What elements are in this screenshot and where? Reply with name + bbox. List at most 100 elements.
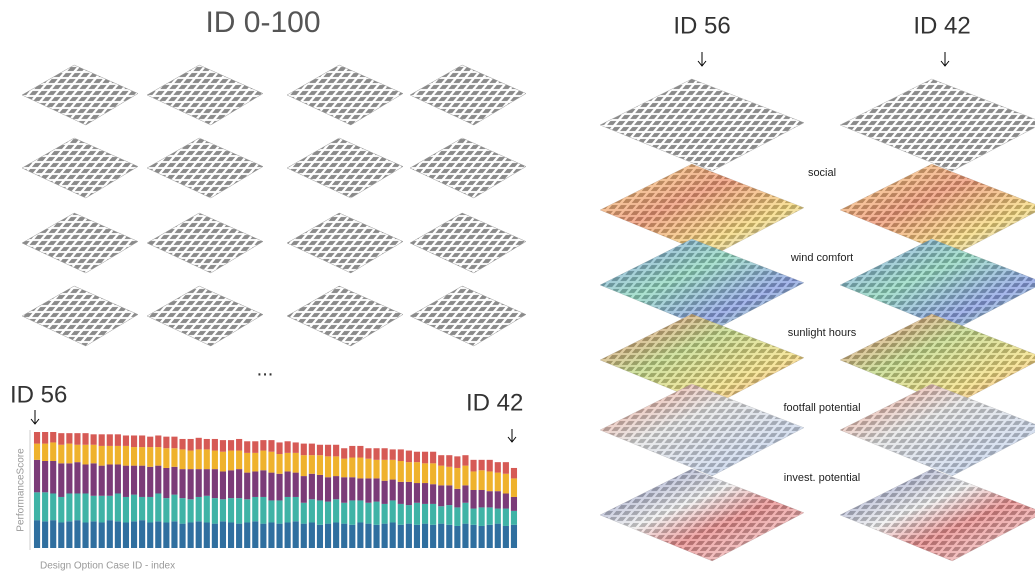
bar-segment xyxy=(123,466,129,497)
bar-segment xyxy=(131,466,137,495)
bar-segment xyxy=(228,498,234,522)
bar-segment xyxy=(131,435,137,447)
bar-segment xyxy=(91,496,97,522)
bar-segment xyxy=(454,489,460,508)
bar-segment xyxy=(293,453,299,473)
bar-segment xyxy=(341,503,347,524)
bar-segment xyxy=(99,446,105,466)
map-thumbnail xyxy=(287,138,403,198)
bar-segment xyxy=(74,493,80,520)
ellipsis: ... xyxy=(257,358,274,380)
bar-segment xyxy=(74,433,80,445)
bar-segment xyxy=(107,434,113,446)
bar-segment xyxy=(276,524,282,548)
bar-segment xyxy=(293,497,299,521)
layer-label: social xyxy=(808,167,836,179)
bar-segment xyxy=(414,503,420,525)
bar-segment xyxy=(430,484,436,504)
bar-segment xyxy=(212,439,218,451)
map-buildings xyxy=(600,79,804,171)
bar-segment xyxy=(454,456,460,468)
bar-segment xyxy=(422,524,428,548)
bar-segment xyxy=(454,507,460,526)
bar-segment xyxy=(252,521,258,548)
bar-segment xyxy=(58,497,64,523)
bar-segment xyxy=(357,446,363,458)
x-axis-label: Design Option Case ID - index xyxy=(40,561,175,572)
map-thumbnail xyxy=(410,286,526,346)
bar-segment xyxy=(325,524,331,548)
bar-segment xyxy=(139,447,145,466)
bar-segment xyxy=(317,445,323,455)
map-thumbnail xyxy=(147,138,263,198)
bar-segment xyxy=(188,522,194,548)
bar-segment xyxy=(495,509,501,524)
map-heading: ID 56 xyxy=(673,12,730,39)
bar-segment xyxy=(438,455,444,465)
bar-segment xyxy=(301,503,307,524)
bar-segment xyxy=(462,455,468,465)
map-buildings xyxy=(840,79,1035,171)
bar-segment xyxy=(438,485,444,506)
bar-segment xyxy=(50,493,56,520)
bar-segment xyxy=(66,433,72,443)
bar-segment xyxy=(309,444,315,456)
bar-segment xyxy=(42,521,48,548)
bar-segment xyxy=(333,476,339,499)
bar-segment xyxy=(317,500,323,524)
bar-segment xyxy=(268,440,274,452)
bar-segment xyxy=(155,435,161,447)
y-axis-label: PerformanceScore xyxy=(16,448,27,532)
marker-label: ID 42 xyxy=(466,389,523,416)
bar-segment xyxy=(446,455,452,467)
bar-segment xyxy=(390,449,396,459)
bar-segment xyxy=(115,521,121,548)
bar-segment xyxy=(276,474,282,501)
bar-segment xyxy=(74,520,80,548)
bar-segment xyxy=(204,522,210,548)
bar-segment xyxy=(244,473,250,500)
bar-segment xyxy=(414,462,420,483)
bar-segment xyxy=(155,466,161,494)
bar-segment xyxy=(147,522,153,548)
bar-segment xyxy=(220,471,226,499)
bar-segment xyxy=(470,509,476,525)
bar-segment xyxy=(285,471,291,497)
bar-segment xyxy=(244,499,250,522)
layer-label: footfall potential xyxy=(783,402,860,414)
bar-segment xyxy=(357,458,363,479)
bar-segment xyxy=(34,520,40,548)
bar-segment xyxy=(58,522,64,548)
bar-segment xyxy=(139,466,145,497)
layer-label: wind comfort xyxy=(790,252,853,264)
bar-segment xyxy=(42,461,48,492)
map-thumbnail xyxy=(287,213,403,273)
bar-segment xyxy=(503,493,509,508)
bar-segment xyxy=(123,446,129,466)
bar-segment xyxy=(333,445,339,457)
bar-segment xyxy=(390,460,396,480)
bar-segment xyxy=(163,437,169,449)
bar-segment xyxy=(446,505,452,525)
bar-segment xyxy=(107,446,113,465)
bar-segment xyxy=(188,439,194,451)
bar-segment xyxy=(373,502,379,525)
bar-segment xyxy=(503,474,509,494)
bar-segment xyxy=(446,485,452,505)
bar-segment xyxy=(301,524,307,548)
bar-segment xyxy=(495,462,501,472)
bar-segment xyxy=(333,456,339,476)
bar-segment xyxy=(99,522,105,548)
bar-segment xyxy=(462,503,468,524)
bar-segment xyxy=(123,497,129,523)
bar-segment xyxy=(244,453,250,473)
bar-segment xyxy=(179,498,185,524)
bar-segment xyxy=(462,524,468,548)
bar-segment xyxy=(74,445,80,462)
bar-segment xyxy=(74,462,80,493)
bar-segment xyxy=(430,463,436,484)
bar-segment xyxy=(42,444,48,461)
bar-segment xyxy=(309,499,315,522)
bar-segment xyxy=(293,521,299,548)
bar-segment xyxy=(260,451,266,471)
